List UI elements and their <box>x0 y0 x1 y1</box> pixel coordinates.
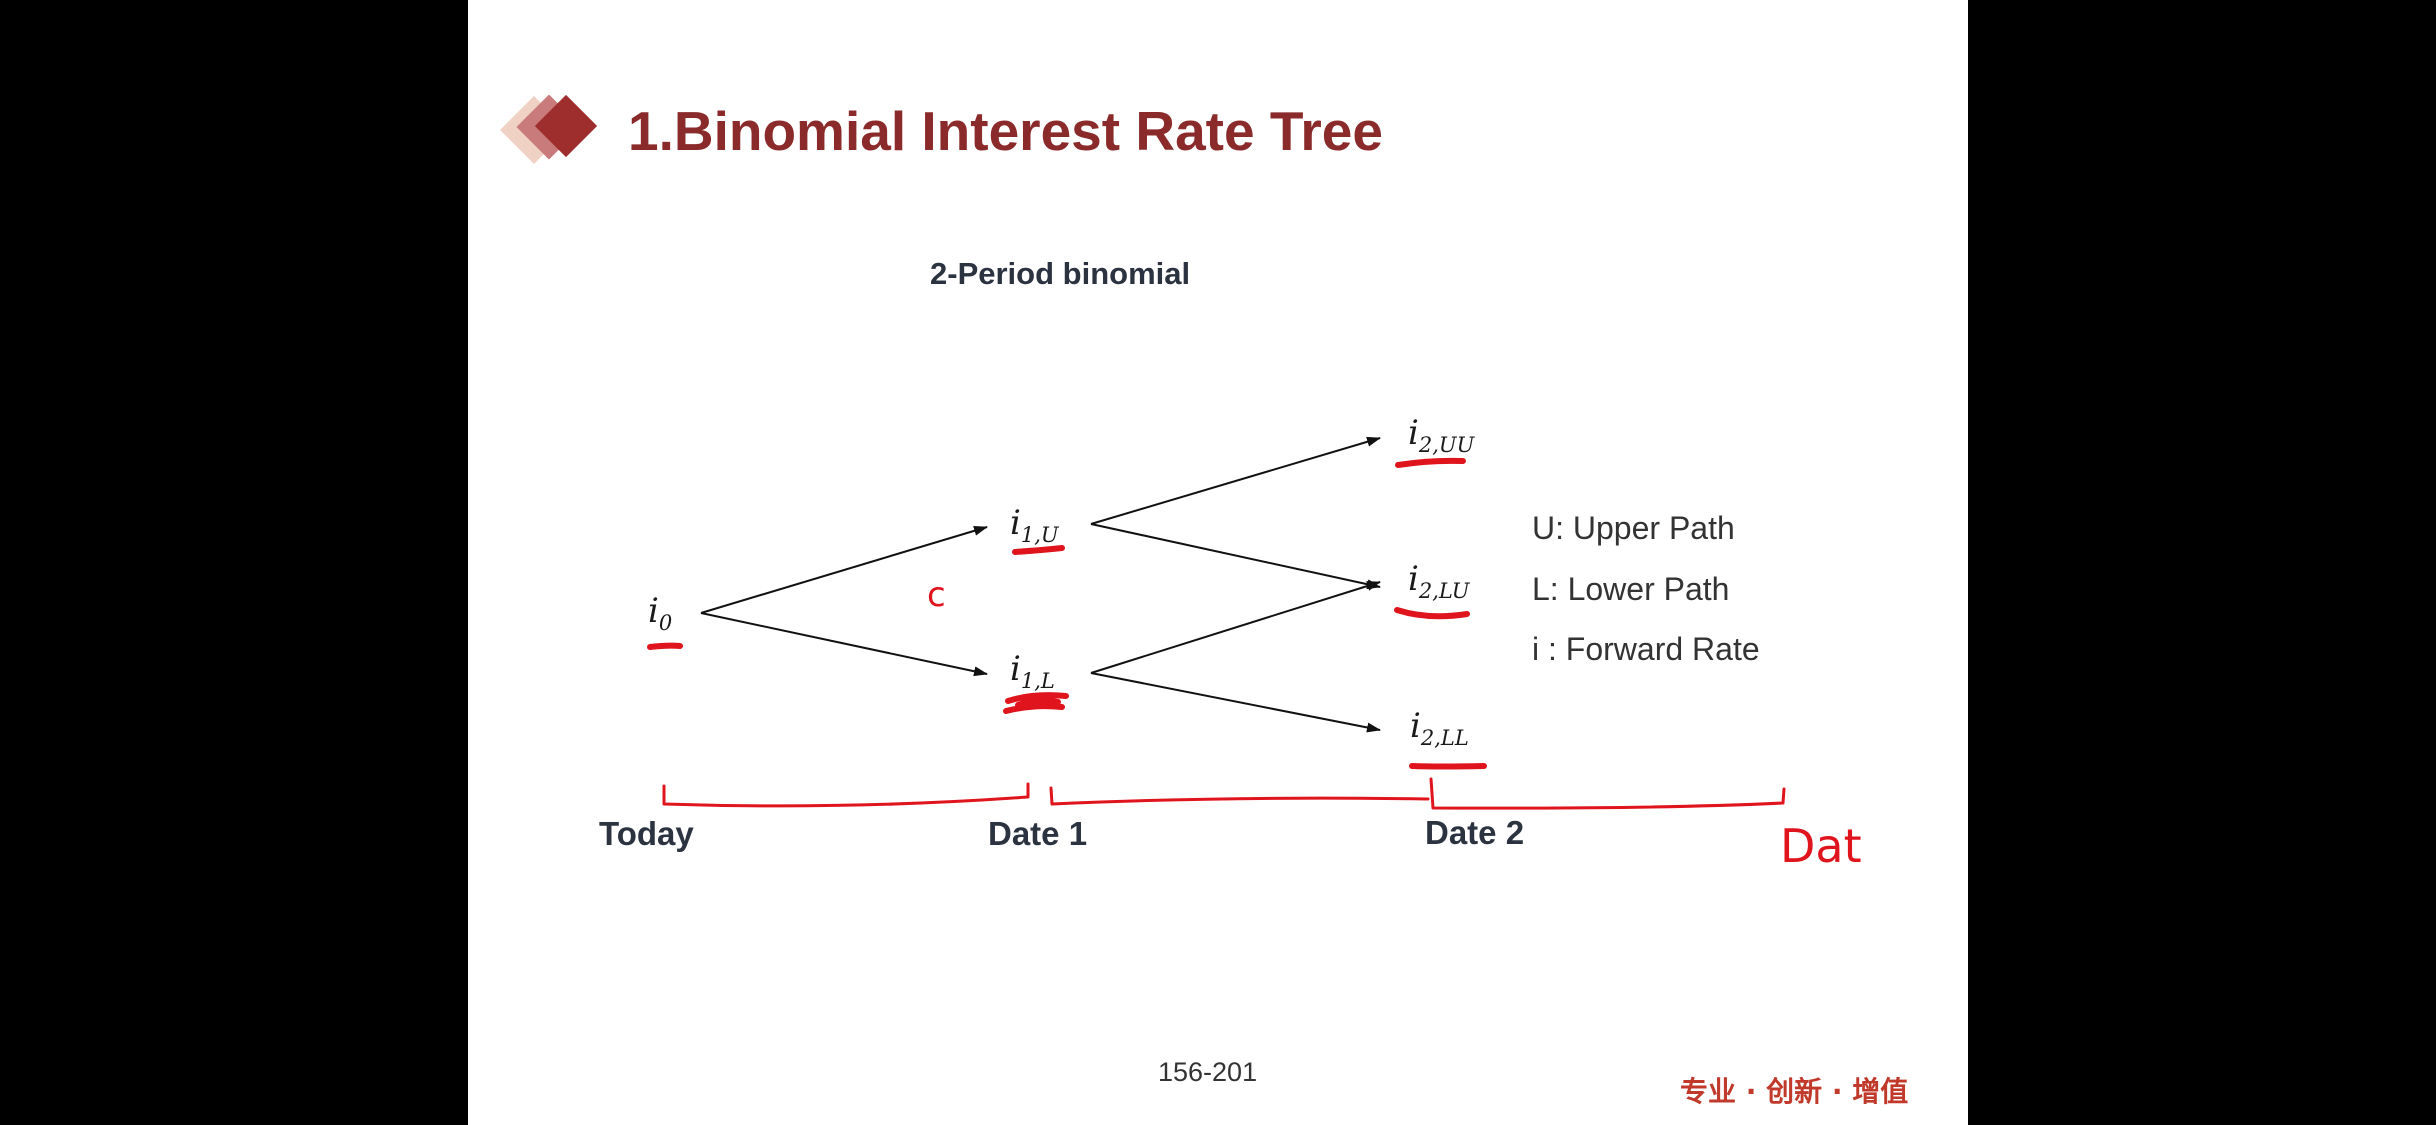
diagram-subtitle: 2-Period binomial <box>930 256 1190 291</box>
binomial-tree-diagram: 1.Binomial Interest Rate Tree 2-Period b… <box>500 94 1908 1108</box>
edge-i1U-i2UU <box>1090 436 1381 525</box>
ink-underline-i2LU <box>1394 607 1470 620</box>
title-diamonds-icon <box>500 94 598 164</box>
ink-underline-i1U <box>1012 545 1065 555</box>
ink-underline-i2LL <box>1409 763 1487 770</box>
node-subscript: 0 <box>659 611 672 635</box>
node-base: i <box>1010 503 1021 543</box>
edge-i1L-i2LU <box>1090 581 1381 674</box>
timeline: Today Date 1 Date 2 <box>599 814 1524 852</box>
node-subscript: 2,LL <box>1420 726 1469 750</box>
ink-annotations: c Dat <box>647 457 1862 873</box>
legend-item-forward-rate: i : Forward Rate <box>1532 631 1760 667</box>
svg-text:i1,L: i1,L <box>1010 649 1055 693</box>
ink-scribble-i1L <box>1003 692 1069 714</box>
edge-i0-i1L <box>700 612 988 677</box>
tree-node-i2UU: i2,UU <box>1408 413 1476 457</box>
svg-text:i0: i0 <box>648 591 672 635</box>
timeline-label-date-1: Date 1 <box>988 815 1087 852</box>
tree-node-i2LL: i2,LL <box>1410 706 1469 750</box>
tree-node-i2LU: i2,LU <box>1408 559 1471 603</box>
timeline-label-today: Today <box>599 815 694 852</box>
node-subscript: 1,U <box>1021 523 1060 547</box>
edge-i1L-i2LL <box>1090 672 1381 733</box>
edge-i0-i1U <box>700 525 988 614</box>
ink-bracket-today-date1 <box>662 782 1030 808</box>
timeline-label-date-2: Date 2 <box>1425 814 1524 851</box>
node-base: i <box>1010 649 1021 689</box>
node-subscript: 2,UU <box>1418 433 1476 457</box>
legend: U: Upper Path L: Lower Path i : Forward … <box>1532 510 1760 667</box>
ink-bracket-date2-next <box>1429 777 1786 810</box>
tree-node-i1U: i1,U <box>1010 503 1060 547</box>
node-base: i <box>648 591 659 631</box>
brand-footer: 专业 · 创新 · 增值 <box>1680 1075 1908 1108</box>
node-base: i <box>1408 559 1419 599</box>
svg-text:i2,UU: i2,UU <box>1408 413 1476 457</box>
tree-edges <box>700 436 1381 733</box>
ink-bracket-date1-date2 <box>1049 786 1430 806</box>
svg-text:i1,U: i1,U <box>1010 503 1060 547</box>
ink-underline-i0 <box>647 642 683 650</box>
legend-item-upper: U: Upper Path <box>1532 510 1735 546</box>
legend-item-lower: L: Lower Path <box>1532 571 1729 607</box>
node-base: i <box>1408 413 1419 453</box>
tree-node-i1L: i1,L <box>1010 649 1055 693</box>
edge-i1U-i2LU <box>1090 523 1381 590</box>
node-subscript: 1,L <box>1021 669 1055 693</box>
tree-node-i0: i0 <box>648 591 672 635</box>
ink-underline-i2UU <box>1395 457 1466 468</box>
ink-note-dat: Dat <box>1780 819 1862 873</box>
page-number: 156-201 <box>1158 1057 1257 1087</box>
slide-title: 1.Binomial Interest Rate Tree <box>628 100 1383 162</box>
svg-text:i2,LU: i2,LU <box>1408 559 1471 603</box>
ink-mark-c: c <box>927 575 946 615</box>
node-subscript: 2,LU <box>1418 579 1471 603</box>
svg-text:i2,LL: i2,LL <box>1410 706 1469 750</box>
slide: 1.Binomial Interest Rate Tree 2-Period b… <box>468 0 1968 1125</box>
node-base: i <box>1410 706 1421 746</box>
